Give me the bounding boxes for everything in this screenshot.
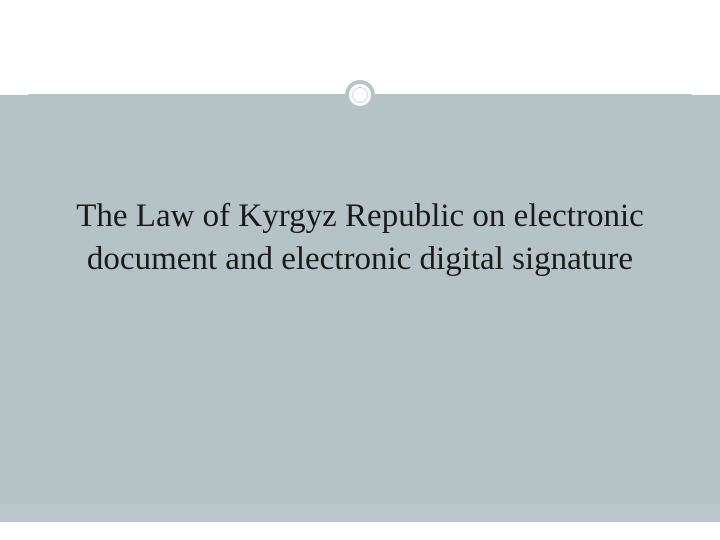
bottom-white-strip	[0, 522, 720, 540]
slide-container: The Law of Kyrgyz Republic on electronic…	[0, 0, 720, 540]
circle-inner-icon	[352, 87, 368, 103]
bottom-accent-band	[0, 504, 720, 522]
slide-title: The Law of Kyrgyz Republic on electronic…	[30, 195, 690, 281]
circle-decoration-icon	[345, 80, 375, 110]
slide-body	[0, 95, 720, 540]
